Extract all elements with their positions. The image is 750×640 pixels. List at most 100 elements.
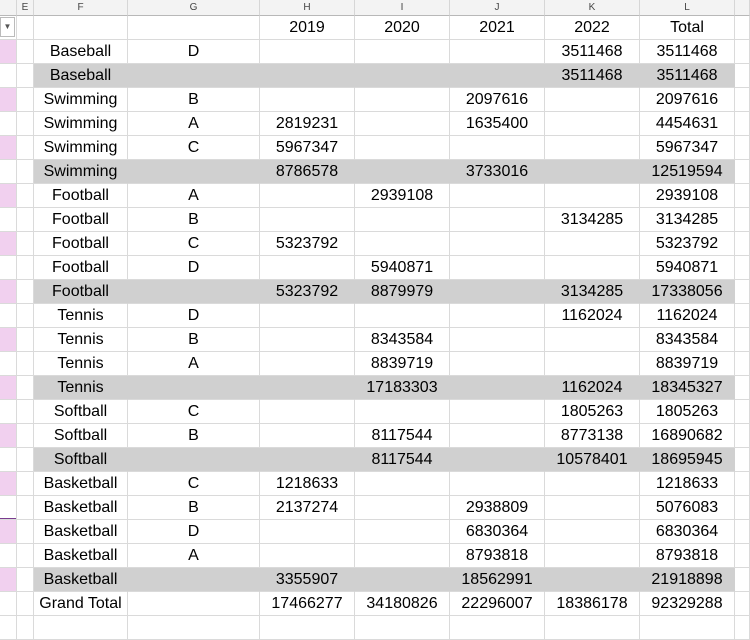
band-cell[interactable] bbox=[0, 376, 17, 400]
group-cell[interactable]: A bbox=[128, 184, 260, 208]
sport-cell[interactable]: Football bbox=[34, 184, 128, 208]
group-cell[interactable]: B bbox=[128, 328, 260, 352]
sport-cell[interactable]: Swimming bbox=[34, 136, 128, 160]
group-cell[interactable]: A bbox=[128, 544, 260, 568]
band-cell[interactable] bbox=[0, 280, 17, 304]
empty-cell[interactable] bbox=[17, 544, 34, 568]
value-cell[interactable]: 22296007 bbox=[450, 592, 545, 616]
empty-cell[interactable] bbox=[735, 136, 750, 160]
value-cell[interactable] bbox=[545, 328, 640, 352]
band-cell[interactable] bbox=[0, 88, 17, 112]
empty-cell[interactable] bbox=[640, 616, 735, 640]
value-cell[interactable] bbox=[260, 424, 355, 448]
value-cell[interactable]: 3134285 bbox=[640, 208, 735, 232]
value-cell[interactable] bbox=[545, 88, 640, 112]
empty-cell[interactable] bbox=[735, 232, 750, 256]
band-cell[interactable] bbox=[0, 136, 17, 160]
value-cell[interactable] bbox=[355, 136, 450, 160]
sport-cell[interactable]: Football bbox=[34, 256, 128, 280]
sport-cell[interactable]: Baseball bbox=[34, 40, 128, 64]
value-cell[interactable]: 8117544 bbox=[355, 448, 450, 472]
value-cell[interactable] bbox=[260, 88, 355, 112]
band-cell[interactable] bbox=[0, 496, 17, 520]
empty-cell[interactable] bbox=[735, 328, 750, 352]
value-cell[interactable] bbox=[260, 520, 355, 544]
empty-cell[interactable] bbox=[735, 88, 750, 112]
empty-cell[interactable] bbox=[735, 64, 750, 88]
value-cell[interactable] bbox=[450, 400, 545, 424]
column-header-j[interactable]: J bbox=[450, 0, 545, 16]
empty-cell[interactable] bbox=[735, 304, 750, 328]
group-cell[interactable]: D bbox=[128, 256, 260, 280]
value-cell[interactable]: 8793818 bbox=[640, 544, 735, 568]
value-cell[interactable]: 5323792 bbox=[260, 280, 355, 304]
value-cell[interactable] bbox=[260, 328, 355, 352]
empty-cell[interactable] bbox=[17, 184, 34, 208]
value-cell[interactable]: 18562991 bbox=[450, 568, 545, 592]
empty-cell[interactable] bbox=[735, 160, 750, 184]
empty-cell[interactable] bbox=[17, 448, 34, 472]
value-cell[interactable]: 1805263 bbox=[545, 400, 640, 424]
value-cell[interactable] bbox=[260, 304, 355, 328]
value-cell[interactable]: 3355907 bbox=[260, 568, 355, 592]
header-cell[interactable] bbox=[735, 16, 750, 40]
empty-cell[interactable] bbox=[735, 544, 750, 568]
value-cell[interactable]: 5940871 bbox=[355, 256, 450, 280]
band-cell[interactable] bbox=[0, 328, 17, 352]
empty-cell[interactable] bbox=[735, 352, 750, 376]
value-cell[interactable]: 8839719 bbox=[355, 352, 450, 376]
value-cell[interactable]: 8773138 bbox=[545, 424, 640, 448]
sport-cell[interactable]: Football bbox=[34, 232, 128, 256]
column-header-i[interactable]: I bbox=[355, 0, 450, 16]
value-cell[interactable] bbox=[545, 520, 640, 544]
sport-cell[interactable]: Swimming bbox=[34, 160, 128, 184]
value-cell[interactable] bbox=[355, 496, 450, 520]
value-cell[interactable]: 5967347 bbox=[260, 136, 355, 160]
value-cell[interactable] bbox=[545, 568, 640, 592]
sport-cell[interactable]: Football bbox=[34, 280, 128, 304]
sport-cell[interactable]: Basketball bbox=[34, 496, 128, 520]
value-cell[interactable]: 1162024 bbox=[640, 304, 735, 328]
empty-cell[interactable] bbox=[735, 376, 750, 400]
empty-cell[interactable] bbox=[735, 472, 750, 496]
value-cell[interactable] bbox=[450, 352, 545, 376]
band-cell[interactable] bbox=[0, 184, 17, 208]
empty-cell[interactable] bbox=[545, 616, 640, 640]
sport-cell[interactable]: Grand Total bbox=[34, 592, 128, 616]
group-cell[interactable]: B bbox=[128, 496, 260, 520]
group-cell[interactable] bbox=[128, 568, 260, 592]
empty-cell[interactable] bbox=[17, 352, 34, 376]
value-cell[interactable]: 17183303 bbox=[355, 376, 450, 400]
value-cell[interactable] bbox=[260, 376, 355, 400]
empty-cell[interactable] bbox=[735, 520, 750, 544]
sport-cell[interactable]: Swimming bbox=[34, 88, 128, 112]
empty-cell[interactable] bbox=[735, 256, 750, 280]
value-cell[interactable] bbox=[355, 568, 450, 592]
header-cell[interactable] bbox=[128, 16, 260, 40]
value-cell[interactable]: 1218633 bbox=[260, 472, 355, 496]
value-cell[interactable]: 3134285 bbox=[545, 280, 640, 304]
value-cell[interactable] bbox=[355, 160, 450, 184]
sport-cell[interactable]: Basketball bbox=[34, 472, 128, 496]
empty-cell[interactable] bbox=[17, 424, 34, 448]
header-cell[interactable]: 2020 bbox=[355, 16, 450, 40]
value-cell[interactable]: 3511468 bbox=[545, 64, 640, 88]
value-cell[interactable] bbox=[450, 184, 545, 208]
empty-cell[interactable] bbox=[17, 328, 34, 352]
sport-cell[interactable]: Tennis bbox=[34, 376, 128, 400]
value-cell[interactable] bbox=[355, 64, 450, 88]
value-cell[interactable]: 3511468 bbox=[545, 40, 640, 64]
band-cell[interactable] bbox=[0, 568, 17, 592]
empty-cell[interactable] bbox=[735, 184, 750, 208]
value-cell[interactable] bbox=[355, 112, 450, 136]
empty-cell[interactable] bbox=[17, 592, 34, 616]
empty-cell[interactable] bbox=[260, 616, 355, 640]
value-cell[interactable]: 5076083 bbox=[640, 496, 735, 520]
value-cell[interactable] bbox=[450, 376, 545, 400]
value-cell[interactable]: 2097616 bbox=[640, 88, 735, 112]
value-cell[interactable]: 8879979 bbox=[355, 280, 450, 304]
group-cell[interactable]: A bbox=[128, 112, 260, 136]
value-cell[interactable] bbox=[355, 544, 450, 568]
empty-cell[interactable] bbox=[17, 496, 34, 520]
value-cell[interactable] bbox=[450, 64, 545, 88]
